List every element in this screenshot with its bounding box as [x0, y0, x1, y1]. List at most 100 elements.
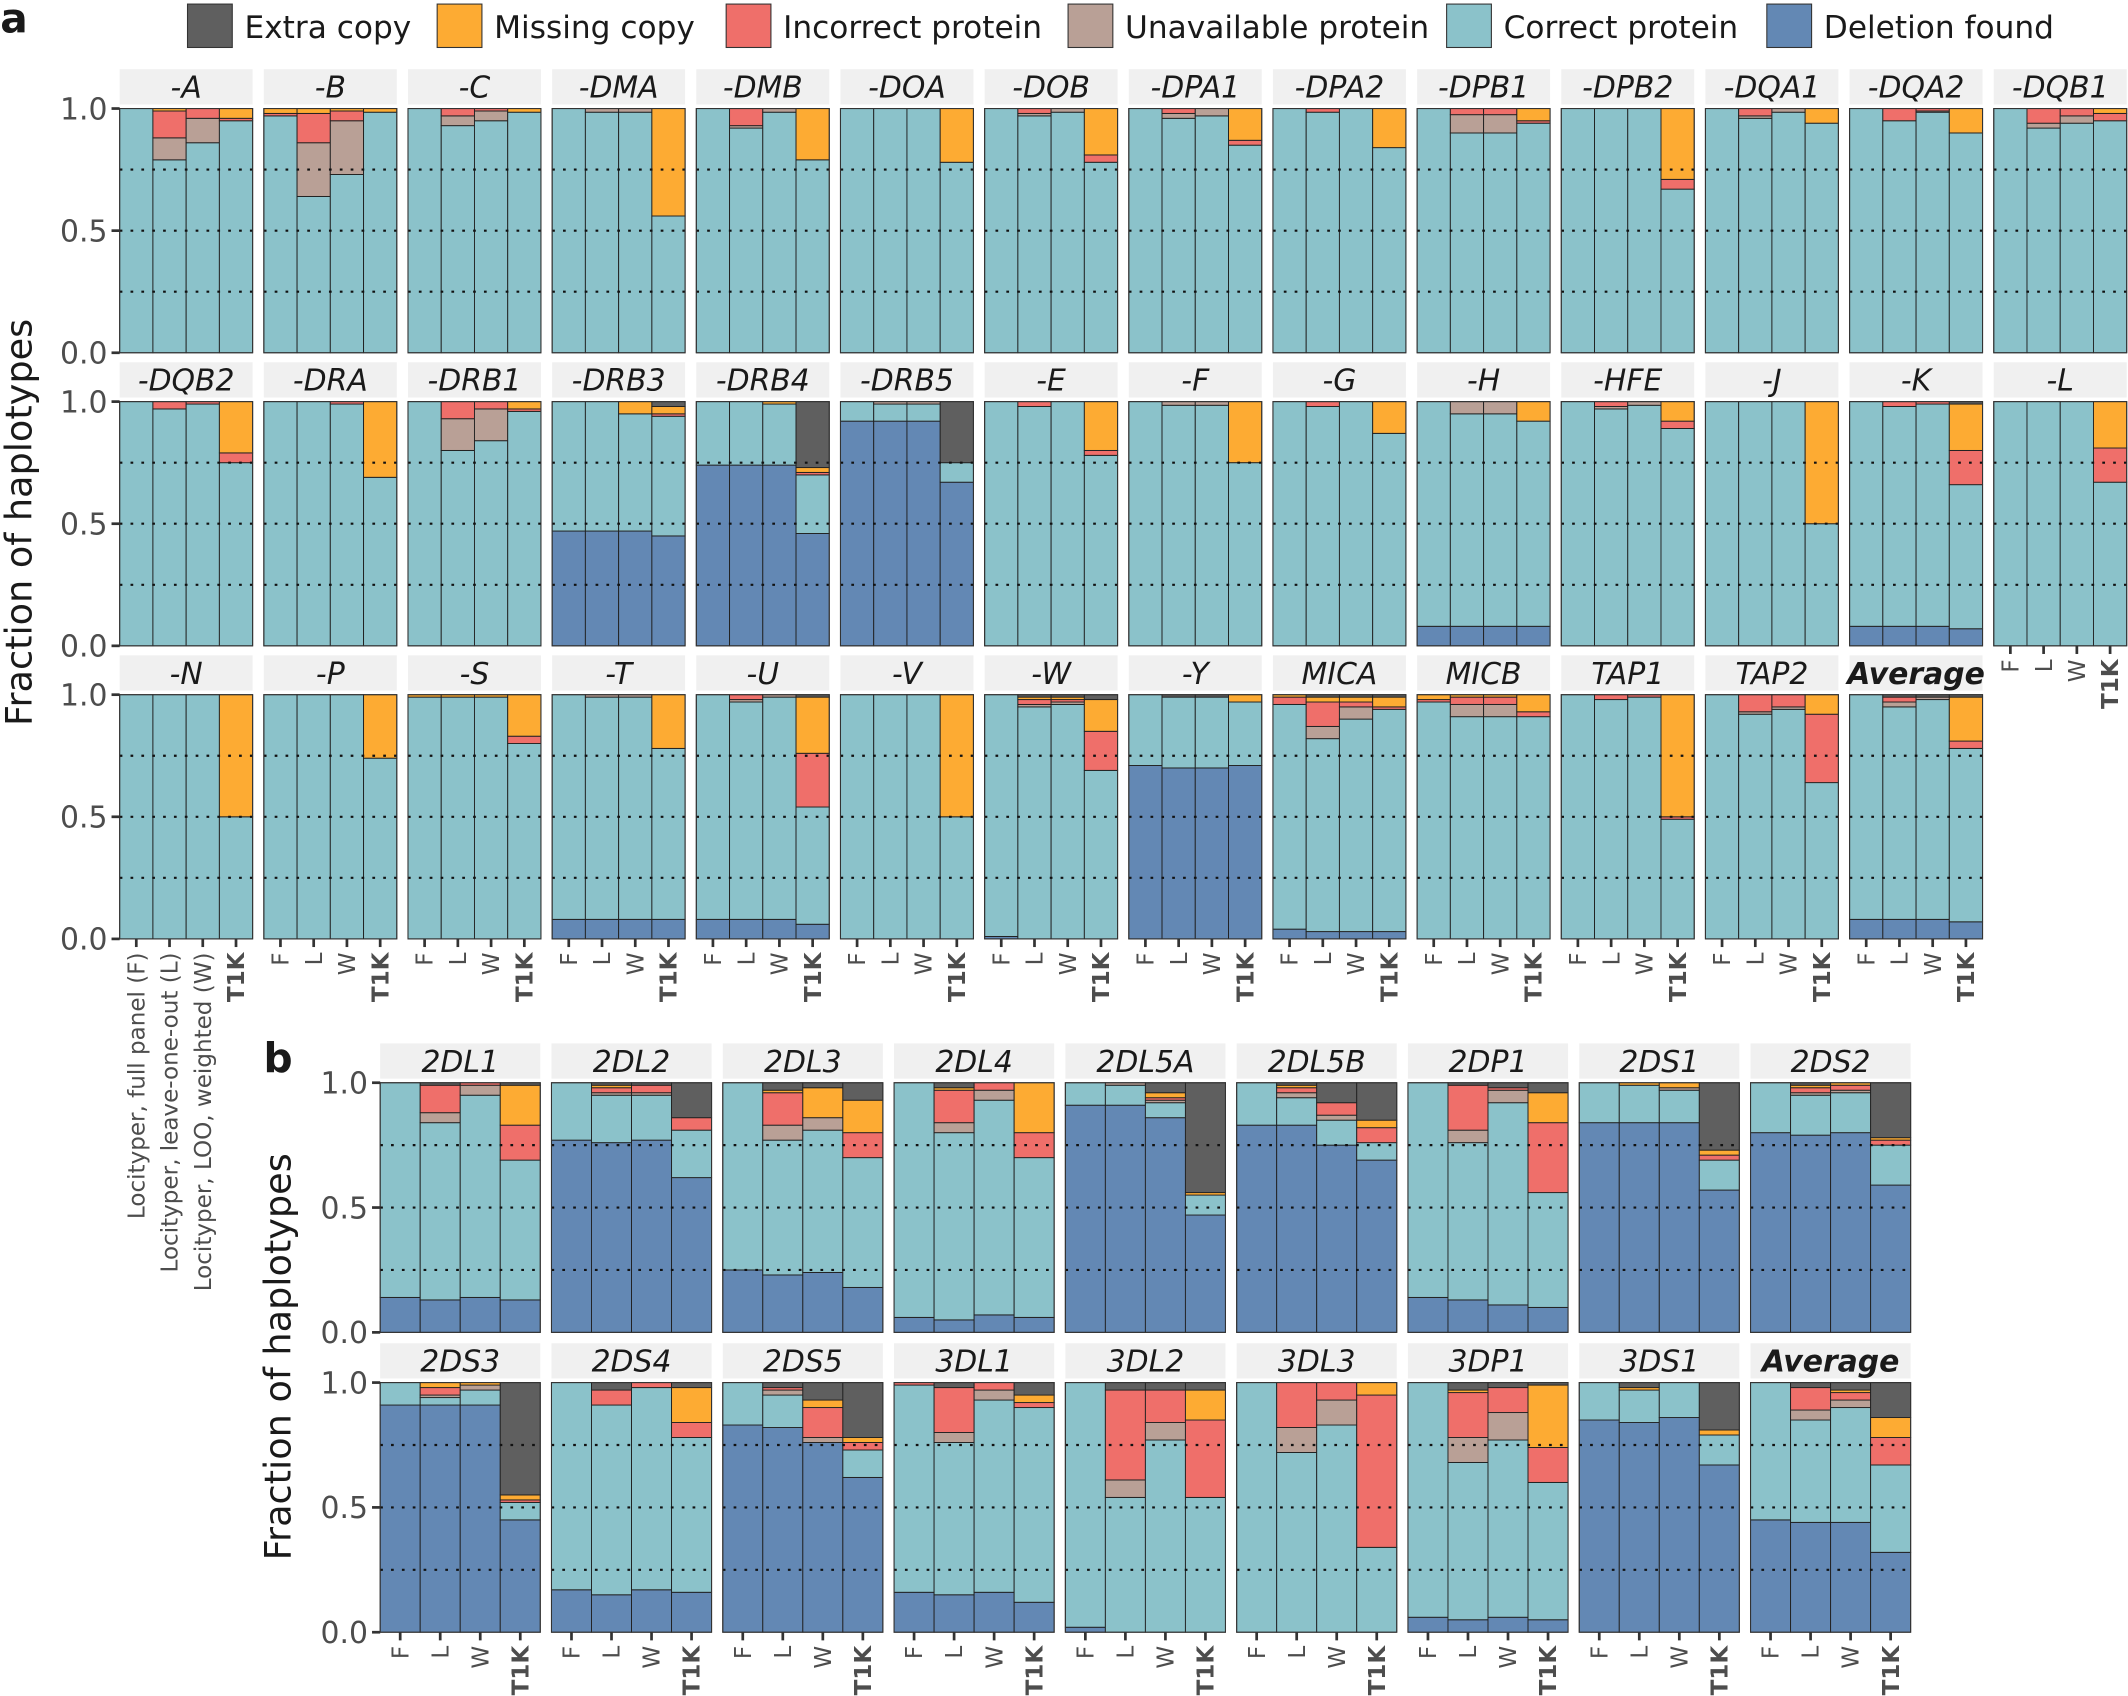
- facet-label: TAP1: [1591, 657, 1664, 692]
- bar-F: [407, 108, 442, 354]
- bar-W: [1483, 694, 1518, 940]
- bar-F: [1272, 108, 1307, 354]
- bar-segment-correct: [1704, 401, 1740, 647]
- bar-segment-deletion: [651, 918, 686, 940]
- bar-segment-correct: [1487, 1102, 1529, 1306]
- bar-segment-incorrect: [2059, 108, 2094, 117]
- bar-segment-correct: [873, 403, 908, 422]
- bar-segment-deletion: [839, 420, 875, 647]
- bar-segment-correct: [893, 1384, 935, 1593]
- bar-segment-incorrect: [631, 1084, 673, 1094]
- bar-L: [729, 401, 764, 647]
- bar-L: [1161, 401, 1196, 647]
- x-tick-label: W: [1921, 952, 1947, 975]
- bar-W: [185, 694, 220, 940]
- x-tick-label: L: [1114, 1646, 1140, 1659]
- bar-segment-extra: [939, 401, 974, 464]
- bar-segment-deletion: [671, 1177, 713, 1333]
- bar-T1K: [1516, 108, 1551, 354]
- bar-F: [839, 401, 875, 647]
- facet-border: [1578, 1382, 1740, 1633]
- y-axis-title-a: Fraction of haplotypes: [0, 319, 40, 726]
- facet-label: -A: [171, 71, 202, 106]
- bar-segment-deletion: [459, 1296, 501, 1333]
- facet-border: [550, 1382, 713, 1633]
- facet-border: [1849, 108, 1984, 354]
- bar-segment-missing: [1372, 108, 1407, 149]
- facet-3DL2: 3DL2 F L W T1K: [1064, 1343, 1227, 1695]
- bar-segment-correct: [1064, 1082, 1106, 1106]
- facet-border: [1128, 108, 1263, 354]
- facet-2DL5A: 2DL5A: [1064, 1043, 1227, 1333]
- bar-segment-correct: [1305, 738, 1340, 933]
- bar-segment-missing: [218, 401, 254, 454]
- bar-segment-deletion: [419, 1404, 461, 1633]
- x-tick-label: L: [1311, 952, 1337, 965]
- x-tick-label: T1K: [680, 1645, 706, 1696]
- bar-segment-deletion: [1516, 625, 1551, 647]
- bar-segment-deletion: [1658, 1122, 1700, 1333]
- bar-segment-incorrect: [1449, 696, 1485, 705]
- bar-segment-unavailable: [1487, 1412, 1529, 1441]
- bar-segment-correct: [263, 694, 298, 940]
- x-tick-label: F: [413, 952, 439, 965]
- bar-F: [893, 1082, 935, 1333]
- bar-L: [1305, 401, 1340, 647]
- bar-segment-deletion: [1618, 1122, 1660, 1333]
- bar-segment-correct: [1594, 408, 1629, 647]
- bar-F: [551, 108, 586, 354]
- bar-segment-deletion: [1305, 931, 1340, 940]
- legend: Extra copy Missing copy Incorrect protein U…: [186, 3, 2054, 49]
- panel-letter-a: a: [0, 0, 27, 43]
- x-tick-label: F: [731, 1646, 757, 1659]
- bar-segment-correct: [419, 1122, 461, 1301]
- bar-segment-correct: [119, 108, 154, 354]
- x-tick-label: F: [1074, 1646, 1100, 1659]
- bar-segment-correct: [842, 1157, 884, 1288]
- bar-segment-missing: [1083, 699, 1119, 732]
- bar-segment-incorrect: [1447, 1084, 1489, 1131]
- bar-segment-deletion: [550, 1139, 592, 1333]
- bar-segment-extra: [651, 401, 686, 407]
- bar-segment-extra: [1870, 1082, 1912, 1139]
- bar-segment-deletion: [551, 918, 586, 940]
- bar-segment-incorrect: [1017, 401, 1052, 407]
- bar-segment-missing: [419, 1382, 461, 1389]
- bar-L: [1738, 694, 1773, 940]
- bar-segment-incorrect: [631, 1382, 673, 1389]
- bar-T1K: [1698, 1082, 1740, 1333]
- bar-L: [440, 401, 475, 647]
- y-tick-label: 1.0: [60, 92, 107, 127]
- bar-segment-extra: [795, 401, 830, 469]
- facet-border: [695, 108, 830, 354]
- bar-segment-incorrect: [329, 110, 365, 122]
- bar-segment-deletion: [631, 1589, 673, 1633]
- bar-segment-missing: [507, 108, 542, 113]
- bar-segment-correct: [1870, 1464, 1912, 1553]
- bar-segment-deletion: [1948, 628, 1984, 647]
- x-tick-label: L: [590, 952, 616, 965]
- bar-T1K: [1870, 1082, 1912, 1333]
- bar-segment-correct: [939, 816, 974, 940]
- x-tick-label: L: [734, 952, 760, 965]
- bar-F: [379, 1382, 421, 1633]
- x-tick-label: W: [1154, 1646, 1180, 1669]
- bar-segment-incorrect: [1356, 1127, 1398, 1144]
- bar-segment-incorrect: [2092, 112, 2128, 122]
- facet-label: -S: [460, 657, 490, 692]
- bar-segment-missing: [671, 1387, 713, 1423]
- bar-segment-correct: [839, 694, 875, 940]
- bar-segment-correct: [1627, 404, 1662, 647]
- bar-segment-unavailable: [1316, 1114, 1358, 1121]
- legend-item-correct: Correct protein: [1446, 3, 1738, 49]
- bar-segment-correct: [839, 401, 875, 422]
- bar-F: [1272, 694, 1307, 940]
- facet-border: [1749, 1082, 1912, 1333]
- bar-segment-correct: [1830, 1092, 1872, 1134]
- bar-T1K: [651, 108, 686, 354]
- bar-F: [1128, 401, 1163, 647]
- facet-label: -L: [2047, 364, 2074, 399]
- bar-L: [591, 1382, 632, 1633]
- bar-L: [296, 108, 331, 354]
- bar-T1K: [671, 1082, 713, 1333]
